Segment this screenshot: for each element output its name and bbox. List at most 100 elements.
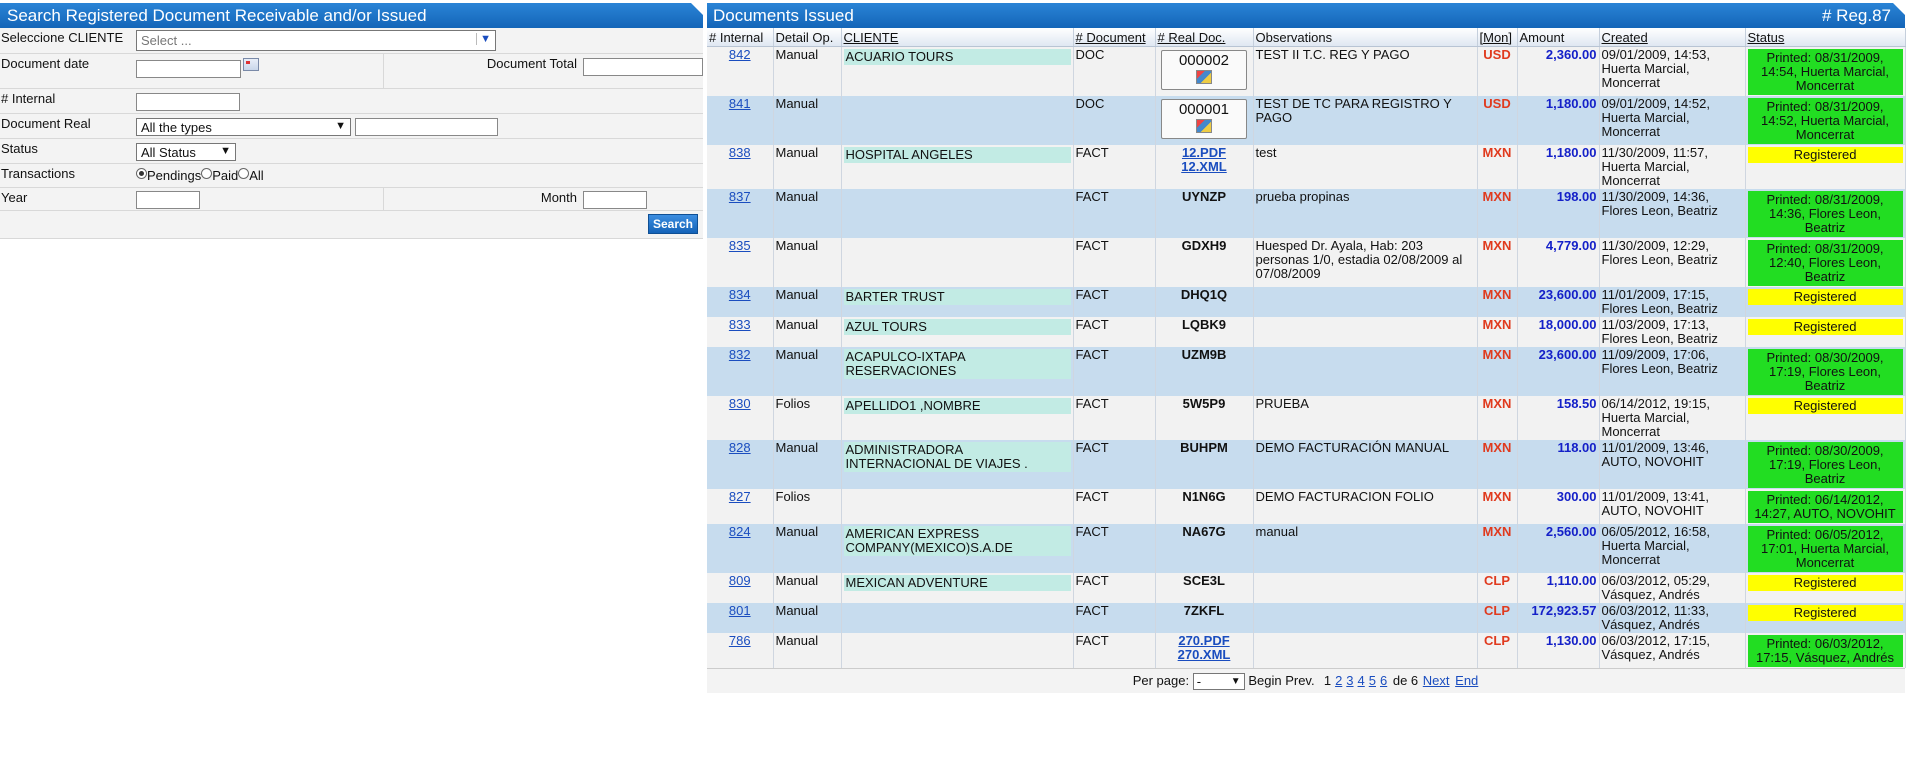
amount-cell: 2,560.00 [1517,524,1600,573]
col-header-4[interactable]: # Real Doc. [1155,28,1254,47]
amount-cell: 4,779.00 [1517,238,1600,287]
internal-link[interactable]: 841 [728,96,751,111]
internal-link[interactable]: 837 [728,189,751,204]
pager-page-6[interactable]: 6 [1380,673,1388,688]
pendings-radio[interactable] [136,168,147,179]
status-cell: Printed: 08/31/2009, 14:52, Huerta Marci… [1745,96,1906,145]
document-icon [1196,70,1212,84]
paid-radio[interactable] [201,168,213,179]
document-icon [1196,119,1212,133]
internal-link[interactable]: 801 [728,603,751,618]
observations-cell [1253,347,1478,396]
status-select[interactable]: All Status ▼ [136,143,236,161]
col-header-5: Observations [1253,28,1478,47]
doc-real-select[interactable]: All the types ▼ [136,118,351,136]
cliente-select[interactable]: Select ... ▼ [136,30,496,51]
status-cell: Printed: 08/31/2009, 12:40, Flores Leon,… [1745,238,1906,287]
doc-date-input[interactable] [136,60,241,78]
year-month-row: Year Month [0,188,703,211]
real-doc-button[interactable]: 000001 [1161,99,1247,139]
collapse-corner-icon[interactable] [1893,3,1905,15]
doc-real-input[interactable] [355,118,498,136]
search-button[interactable]: Search [647,214,698,234]
pager-page-5[interactable]: 5 [1368,673,1376,688]
status-cell: Printed: 08/30/2009, 17:19, Flores Leon,… [1745,440,1906,489]
cliente-cell: ACAPULCO-IXTAPA RESERVACIONES [841,347,1074,396]
cliente-name: ACAPULCO-IXTAPA RESERVACIONES [843,349,1071,379]
all-radio[interactable] [238,168,250,179]
internal-link[interactable]: 832 [728,347,751,362]
real-doc-cell: GDXH9 [1155,238,1254,287]
internal-input[interactable] [136,93,240,111]
internal-cell: 801 [707,603,774,633]
col-header-9[interactable]: Status [1745,28,1906,47]
pdf-link[interactable]: 12.PDF [1181,145,1227,160]
amount-cell: 1,110.00 [1517,573,1600,603]
real-doc-button[interactable]: 000002 [1161,50,1247,90]
detail-cell: Manual [773,603,842,633]
table-header-row: # Internal Detail Op. CLIENTE # Document # R… [707,28,1906,47]
internal-cell: 835 [707,238,774,287]
cliente-name: MEXICAN ADVENTURE [843,575,1071,591]
internal-link[interactable]: 809 [728,573,751,588]
internal-cell: 824 [707,524,774,573]
internal-link[interactable]: 842 [728,47,751,62]
pdf-link[interactable]: 270.PDF [1178,633,1230,648]
observations-cell [1253,603,1478,633]
internal-link[interactable]: 824 [728,524,751,539]
cliente-name: HOSPITAL ANGELES [843,147,1071,163]
pager-next[interactable]: Next [1422,673,1450,688]
created-cell: 11/09/2009, 17:06, Flores Leon, Beatriz [1599,347,1746,396]
pager-page-4[interactable]: 4 [1357,673,1365,688]
col-header-2[interactable]: CLIENTE [841,28,1074,47]
detail-cell: Manual [773,573,842,603]
internal-link[interactable]: 833 [728,317,751,332]
status-cell: Registered [1745,603,1906,633]
col-header-8[interactable]: Created [1599,28,1746,47]
doc-total-label: Document Total [383,54,583,88]
currency-cell: MXN [1477,396,1518,440]
internal-cell: 834 [707,287,774,317]
col-header-6[interactable]: [Mon] [1477,28,1518,47]
real-doc-cell: DHQ1Q [1155,287,1254,317]
amount-cell: 18,000.00 [1517,317,1600,347]
cliente-name: APELLIDO1 ,NOMBRE [843,398,1071,414]
month-input[interactable] [583,191,647,209]
per-page-select[interactable]: - ▼ [1192,673,1245,691]
created-cell: 09/01/2009, 14:52, Huerta Marcial, Monce… [1599,96,1746,145]
internal-cell: 833 [707,317,774,347]
cliente-name: ACUARIO TOURS [843,49,1071,65]
collapse-corner-icon[interactable] [691,3,703,15]
document-cell: DOC [1073,46,1156,96]
real-doc-cell: SCE3L [1155,573,1254,603]
calendar-icon[interactable] [243,58,259,71]
internal-link[interactable]: 834 [728,287,751,302]
pager-end[interactable]: End [1455,673,1479,688]
currency-cell: MXN [1477,145,1518,189]
internal-label: # Internal [1,91,56,106]
pendings-label: Pendings [147,168,202,183]
amount-cell: 1,130.00 [1517,633,1600,668]
internal-link[interactable]: 827 [728,489,751,504]
amount-cell: 300.00 [1517,489,1600,524]
xml-link[interactable]: 12.XML [1181,159,1227,174]
year-input[interactable] [136,191,200,209]
internal-link[interactable]: 786 [728,633,751,648]
internal-link[interactable]: 830 [728,396,751,411]
doc-total-input[interactable] [583,58,703,76]
internal-link[interactable]: 828 [728,440,751,455]
internal-link[interactable]: 835 [728,238,751,253]
real-doc-code: UZM9B [1181,347,1227,362]
col-header-0: # Internal [707,28,774,47]
real-doc-cell: LQBK9 [1155,317,1254,347]
col-header-3[interactable]: # Document [1073,28,1156,47]
paid-label: Paid [212,168,239,183]
currency-cell: USD [1477,96,1518,145]
cliente-cell [841,489,1074,524]
reg-count: # Reg.87 [1822,6,1891,25]
pager-page-2[interactable]: 2 [1335,673,1343,688]
pager-page-3[interactable]: 3 [1346,673,1354,688]
xml-link[interactable]: 270.XML [1177,647,1231,662]
internal-link[interactable]: 838 [728,145,751,160]
observations-cell: Huesped Dr. Ayala, Hab: 203 personas 1/0… [1253,238,1478,287]
